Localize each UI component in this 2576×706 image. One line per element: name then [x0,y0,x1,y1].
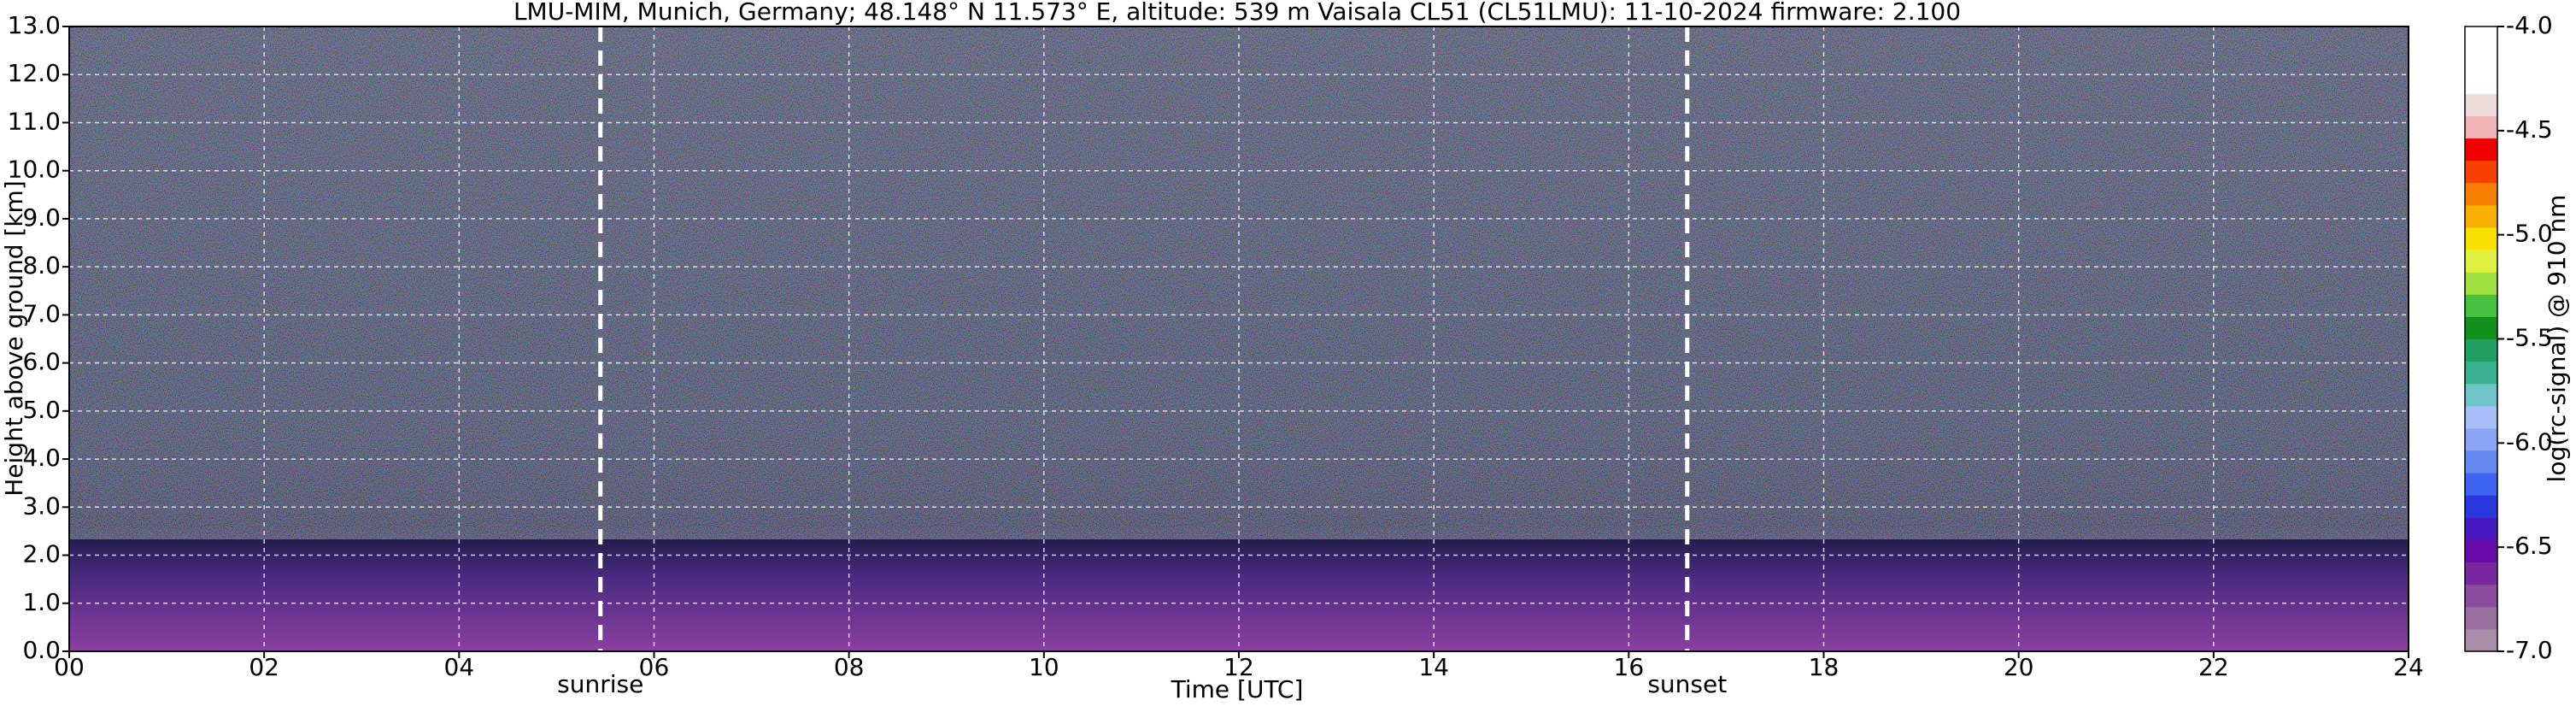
y-tick-label: 0.0 [22,636,61,664]
colorbar-band [2465,26,2497,50]
x-tick-label: 00 [54,653,85,681]
colorbar-tick-label: -6.5 [2506,532,2553,560]
x-tick-label: 06 [639,653,670,681]
colorbar-label: log(rc-signal) @ 910 nm [2543,195,2571,483]
y-tick-label: 5.0 [22,396,61,424]
colorbar-tick-label: -5.0 [2506,220,2553,248]
x-tick-label: 02 [249,653,279,681]
x-tick-label: 08 [834,653,865,681]
colorbar-band [2465,138,2497,162]
chart-title: LMU-MIM, Munich, Germany; 48.148° N 11.5… [513,0,1961,26]
annotation-label: sunrise [557,670,643,698]
colorbar-band [2465,71,2497,94]
y-tick-label: 10.0 [8,156,61,184]
x-axis-label: Time [UTC] [1171,675,1304,703]
y-tick-label: 9.0 [22,203,61,232]
colorbar-tick-label: -7.0 [2506,636,2553,664]
y-tick-label: 3.0 [22,491,61,520]
y-tick-label: 7.0 [22,299,61,327]
colorbar-tick-label: -5.5 [2506,324,2553,352]
colorbar-band [2465,294,2497,317]
x-tick-label: 14 [1418,653,1449,681]
y-tick-label: 4.0 [22,444,61,472]
x-tick-label: 20 [2004,653,2034,681]
x-tick-label: 12 [1223,653,1254,681]
annotation-label: sunset [1647,670,1727,698]
y-tick-label: 8.0 [22,251,61,279]
x-tick-label: 22 [2198,653,2229,681]
y-axis-label: Height above ground [km] [0,180,28,497]
x-tick-label: 16 [1614,653,1645,681]
y-tick-label: 13.0 [8,11,61,39]
x-tick-label: 24 [2393,653,2424,681]
plot-frame [68,26,2409,652]
colorbar-band [2465,115,2497,139]
colorbar-band [2465,473,2497,496]
colorbar-band [2465,49,2497,72]
colorbar-band [2465,405,2497,429]
colorbar-band [2465,606,2497,630]
colorbar-band [2465,584,2497,608]
colorbar-band [2465,361,2497,385]
colorbar-band [2465,628,2497,652]
colorbar-band [2465,227,2497,250]
x-tick-label: 04 [444,653,475,681]
y-tick-label: 12.0 [8,59,61,87]
y-tick-label: 2.0 [22,540,61,568]
x-tick-label: 18 [1809,653,1840,681]
colorbar-band [2465,450,2497,474]
colorbar-band [2465,383,2497,407]
colorbar-band [2465,316,2497,339]
colorbar-band [2465,93,2497,116]
colorbar-band [2465,182,2497,206]
y-tick-label: 6.0 [22,348,61,376]
colorbar-band [2465,495,2497,518]
colorbar-band [2465,250,2497,273]
colorbar-band [2465,338,2497,362]
colorbar-band [2465,427,2497,451]
y-tick-label: 1.0 [22,588,61,616]
colorbar-tick-label: -4.0 [2506,11,2553,39]
colorbar-tick-label: -6.0 [2506,427,2553,456]
colorbar-band [2465,160,2497,184]
colorbar-tick-label: -4.5 [2506,115,2553,144]
colorbar-band [2465,539,2497,563]
colorbar-band [2465,272,2497,295]
colorbar-band [2465,517,2497,540]
x-tick-label: 10 [1029,653,1059,681]
colorbar-band [2465,204,2497,228]
colorbar-band [2465,562,2497,585]
y-tick-label: 11.0 [8,107,61,135]
